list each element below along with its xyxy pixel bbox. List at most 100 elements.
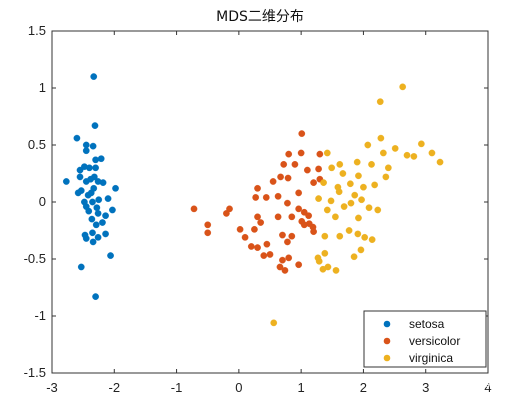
data-point-versicolor (260, 252, 268, 259)
data-point-setosa (76, 173, 84, 181)
data-point-virginica (355, 214, 362, 222)
data-point-virginica (327, 197, 335, 205)
data-point-virginica (368, 236, 376, 243)
data-point-setosa (92, 293, 99, 300)
data-point-virginica (382, 173, 390, 181)
data-point-setosa (92, 156, 99, 164)
data-point-setosa (73, 134, 81, 142)
data-point-versicolor (316, 150, 324, 158)
x-tick-label: 4 (484, 380, 491, 395)
data-point-versicolor (288, 232, 296, 240)
data-point-setosa (107, 252, 114, 259)
data-point-virginica (353, 158, 361, 166)
y-tick-label: 1.5 (28, 23, 46, 38)
data-point-setosa (93, 204, 101, 212)
data-point-versicolor (288, 213, 296, 221)
data-point-virginica (391, 145, 399, 152)
data-point-virginica (358, 196, 365, 204)
y-tick-label: 1 (39, 80, 46, 95)
data-point-versicolor (305, 212, 312, 220)
legend-marker-virginica (383, 354, 391, 362)
data-point-versicolor (310, 179, 317, 186)
y-tick-label: -1 (34, 308, 46, 323)
data-point-versicolor (279, 231, 286, 239)
data-point-versicolor (291, 161, 299, 168)
data-point-setosa (104, 195, 112, 202)
y-tick-label: 0 (39, 194, 46, 209)
data-point-virginica (351, 191, 359, 199)
data-point-setosa (92, 221, 100, 229)
data-point-virginica (436, 158, 444, 166)
data-point-versicolor (300, 221, 308, 229)
x-tick-label: 3 (422, 380, 429, 395)
data-point-virginica (380, 149, 387, 157)
x-tick-label: -3 (46, 380, 58, 395)
data-point-virginica (357, 246, 365, 254)
data-point-setosa (74, 189, 82, 197)
data-point-setosa (77, 263, 85, 271)
data-point-virginica (374, 206, 382, 214)
data-point-virginica (410, 153, 418, 160)
data-point-virginica (315, 257, 323, 265)
data-point-versicolor (274, 192, 282, 200)
data-point-versicolor (190, 205, 198, 213)
data-point-virginica (332, 267, 340, 274)
data-point-setosa (97, 155, 105, 163)
y-tick-label: -0.5 (24, 251, 46, 266)
data-point-virginica (270, 319, 278, 327)
data-point-versicolor (284, 199, 291, 207)
data-point-setosa (99, 219, 106, 226)
data-point-versicolor (204, 229, 212, 237)
data-point-virginica (355, 172, 362, 180)
x-tick-label: 0 (235, 380, 242, 395)
y-tick-label: -1.5 (24, 365, 46, 380)
data-point-virginica (323, 206, 331, 214)
series-setosa (62, 73, 119, 300)
data-point-virginica (403, 151, 411, 159)
data-point-setosa (102, 230, 109, 238)
data-point-setosa (109, 206, 116, 214)
data-point-virginica (320, 179, 327, 186)
data-point-versicolor (280, 161, 288, 168)
data-point-versicolor (269, 178, 277, 185)
data-point-virginica (340, 203, 348, 210)
data-point-versicolor (285, 150, 293, 158)
data-point-versicolor (274, 213, 282, 221)
data-point-versicolor (279, 256, 286, 264)
axis-layer: -3 -2 -1 0 1 2 3 4 1.5 1 0.5 0 -0.5 -1 -1.5 (24, 23, 492, 395)
data-point-versicolor (298, 130, 306, 137)
data-point-versicolor (204, 221, 212, 229)
legend-label-virginica: virginica (409, 351, 453, 365)
data-point-virginica (354, 230, 362, 238)
data-point-setosa (89, 229, 96, 237)
data-point-setosa (89, 198, 96, 206)
data-point-versicolor (241, 233, 249, 241)
data-point-setosa (88, 215, 96, 223)
data-point-virginica (365, 204, 373, 212)
data-point-setosa (82, 141, 90, 149)
data-point-setosa (102, 212, 109, 220)
data-point-versicolor (254, 184, 261, 192)
data-point-virginica (376, 98, 384, 106)
legend-marker-setosa (383, 320, 391, 328)
data-point-setosa (82, 147, 90, 155)
data-point-virginica (336, 161, 344, 168)
x-tick-label: 1 (298, 380, 305, 395)
data-point-versicolor (297, 149, 305, 157)
data-point-setosa (62, 178, 70, 185)
data-point-virginica (361, 233, 369, 241)
legend-label-versicolor: versicolor (409, 334, 460, 348)
data-point-versicolor (257, 219, 265, 226)
data-point-versicolor (277, 173, 284, 181)
y-tick-label: 0.5 (28, 137, 46, 152)
data-point-virginica (399, 83, 407, 91)
legend-marker-versicolor (383, 337, 391, 345)
data-point-setosa (84, 191, 92, 199)
data-point-virginica (339, 170, 347, 177)
data-point-virginica (360, 183, 367, 191)
data-point-setosa (112, 184, 119, 192)
data-point-versicolor (295, 189, 303, 197)
data-point-virginica (335, 188, 343, 196)
data-point-setosa (94, 233, 102, 241)
